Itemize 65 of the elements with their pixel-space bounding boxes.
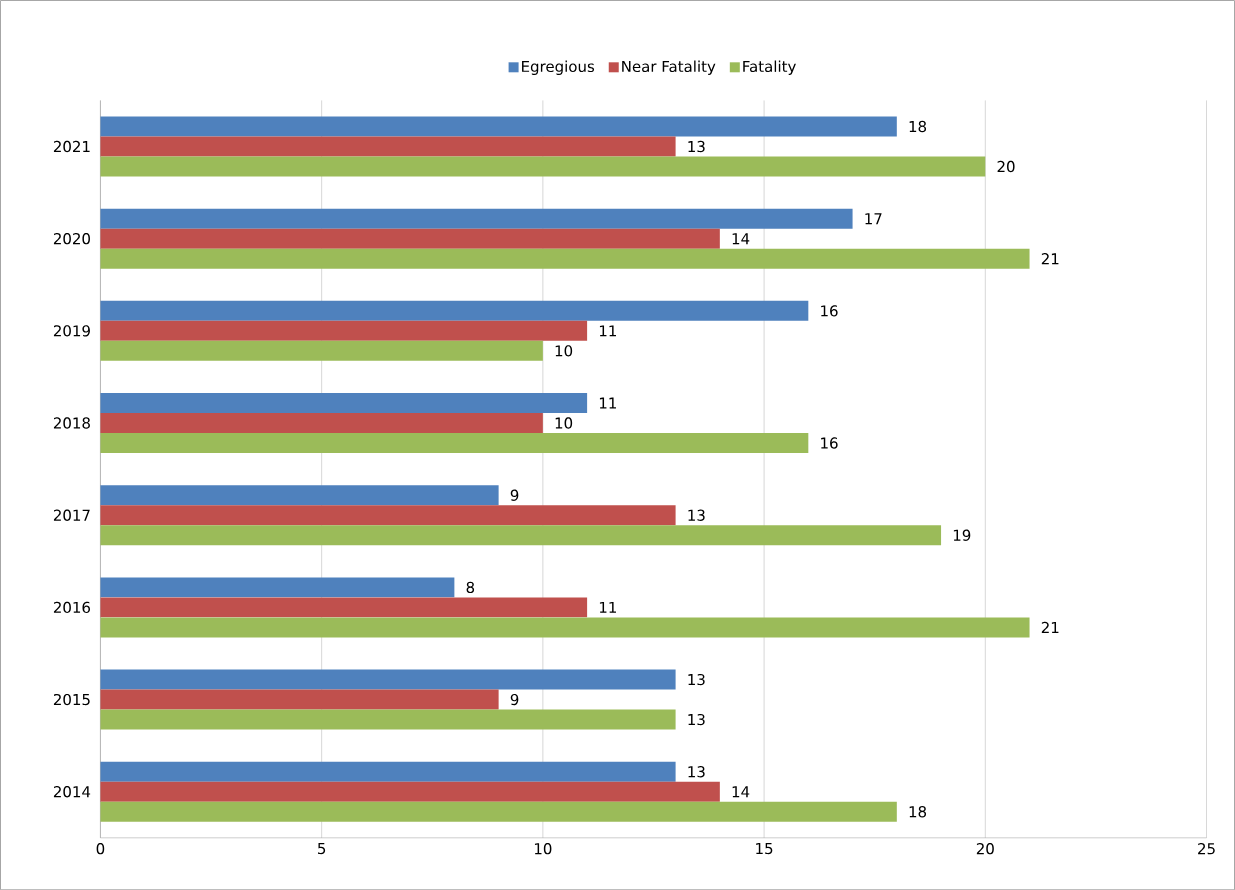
x-tick-label: 20 bbox=[976, 842, 994, 855]
data-label: 11 bbox=[599, 601, 616, 613]
bar bbox=[100, 505, 676, 526]
bar bbox=[100, 689, 499, 710]
bar bbox=[100, 709, 676, 730]
data-label: 17 bbox=[865, 213, 882, 225]
data-label: 11 bbox=[599, 397, 616, 409]
data-label: 11 bbox=[599, 325, 616, 337]
data-label: 16 bbox=[821, 437, 838, 449]
bar bbox=[100, 761, 676, 782]
bar bbox=[100, 432, 809, 453]
bar bbox=[100, 392, 588, 413]
bar bbox=[100, 116, 897, 137]
data-label: 9 bbox=[510, 693, 519, 706]
bar bbox=[100, 208, 853, 229]
x-tick-label: 15 bbox=[756, 842, 773, 855]
y-tick-label: 2018 bbox=[53, 417, 90, 429]
data-label: 14 bbox=[732, 233, 750, 245]
data-label: 10 bbox=[555, 345, 573, 357]
bar bbox=[100, 156, 986, 177]
bar bbox=[100, 597, 588, 618]
x-tick-label: 0 bbox=[96, 842, 105, 855]
bar bbox=[100, 136, 676, 157]
y-tick-label: 2017 bbox=[53, 509, 90, 521]
data-label: 21 bbox=[1041, 252, 1059, 265]
bar bbox=[100, 320, 588, 341]
bar bbox=[100, 248, 1030, 269]
data-label: 13 bbox=[688, 509, 705, 521]
y-tick-label: 2015 bbox=[53, 693, 90, 706]
legend-label: Near Fatality bbox=[622, 60, 716, 75]
x-tick-label: 10 bbox=[534, 842, 552, 855]
data-label: 14 bbox=[732, 786, 750, 798]
data-label: 13 bbox=[688, 673, 705, 686]
bar bbox=[100, 577, 455, 598]
data-label: 13 bbox=[688, 713, 705, 726]
data-label: 16 bbox=[821, 305, 838, 317]
data-label: 13 bbox=[688, 140, 705, 153]
bar bbox=[100, 801, 897, 822]
bar bbox=[100, 781, 720, 802]
bar bbox=[100, 617, 1030, 638]
bar bbox=[100, 300, 809, 321]
data-label: 8 bbox=[466, 581, 475, 593]
legend-label: Fatality bbox=[743, 60, 796, 75]
bar bbox=[100, 525, 942, 546]
x-tick-label: 25 bbox=[1198, 842, 1215, 855]
data-label: 18 bbox=[909, 805, 927, 818]
y-tick-label: 2019 bbox=[53, 325, 90, 337]
bar bbox=[100, 485, 499, 506]
y-tick-label: 2016 bbox=[53, 601, 91, 613]
data-label: 10 bbox=[555, 417, 573, 429]
data-label: 9 bbox=[510, 489, 519, 501]
data-label: 20 bbox=[997, 160, 1015, 173]
x-tick-label: 5 bbox=[318, 842, 326, 855]
legend-label: Egregious bbox=[522, 60, 595, 75]
data-label: 19 bbox=[953, 529, 971, 541]
data-label: 18 bbox=[909, 120, 927, 133]
bar bbox=[100, 340, 543, 361]
bar bbox=[100, 669, 676, 690]
y-tick-label: 2020 bbox=[53, 232, 90, 245]
data-label: 21 bbox=[1041, 621, 1059, 633]
y-tick-label: 2014 bbox=[53, 785, 91, 798]
bar bbox=[100, 412, 543, 433]
y-tick-label: 2021 bbox=[53, 140, 90, 153]
data-label: 13 bbox=[688, 765, 705, 778]
bar bbox=[100, 228, 720, 249]
